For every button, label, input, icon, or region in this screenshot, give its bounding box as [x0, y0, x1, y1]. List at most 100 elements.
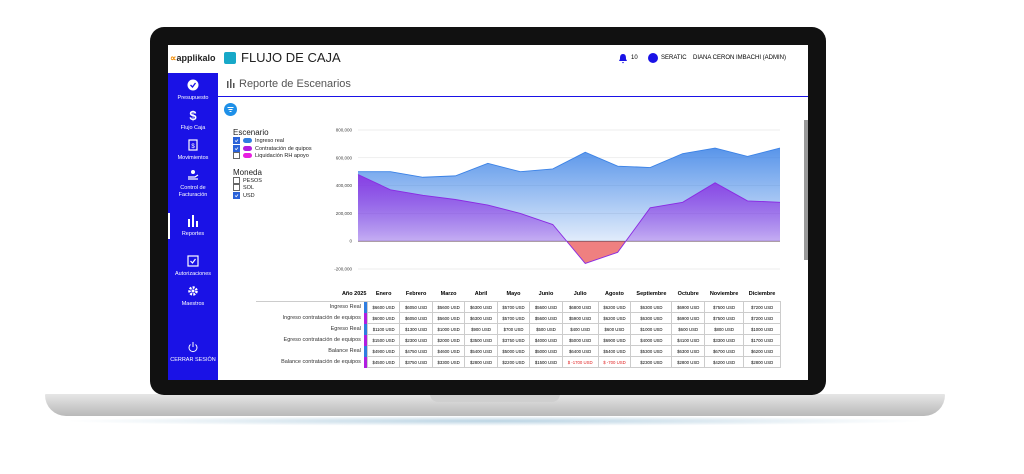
checkbox[interactable] [233, 191, 240, 199]
table-row: Ingreso contratación de equipos $6000 USD… [256, 312, 781, 324]
cell: $700 USD [496, 323, 531, 335]
table-row: Balance contratación de equipos $4500 USD… [256, 356, 781, 368]
logo: ∝applikalo [170, 53, 215, 64]
table-row: Egreso contratación de equipos $1500 USD $… [256, 334, 781, 346]
filter-option[interactable]: Contratación de quipos [233, 144, 312, 153]
sidebar-item[interactable]: Maestros [168, 285, 218, 308]
data-table: Año 2025 Enero Febrero Marzo Abril Mayo Junio J… [256, 287, 781, 368]
table-row: Balance Real $4900 USD $4750 USD $4600 USD $… [256, 345, 781, 357]
area [358, 174, 780, 242]
filter-option[interactable]: PESOS [233, 176, 312, 185]
cell: $5300 USD [630, 345, 673, 357]
sidebar-icon [188, 170, 199, 180]
laptop-base [45, 394, 945, 416]
cell: $5900 USD [561, 312, 599, 324]
active-indicator [168, 213, 170, 239]
series-line [358, 147, 781, 178]
sidebar-icon [188, 286, 198, 296]
row-color [363, 334, 368, 346]
row-color [363, 323, 368, 335]
sidebar-item[interactable]: $ Flujo Caja [168, 109, 218, 132]
cell: $6300 USD [671, 345, 705, 357]
cell: $ -1700 USD [561, 356, 599, 368]
filters: Escenario Ingreso real Contratación de qui… [233, 128, 312, 199]
logout[interactable]: CERRAR SESIÓN [168, 341, 218, 363]
filter-title: Escenario [233, 128, 269, 137]
cell: $4900 USD [366, 345, 401, 357]
sidebar-label: Maestros [181, 301, 205, 307]
sidebar-label: Control de Facturación [178, 185, 208, 198]
sidebar-item[interactable]: Presupuesto [168, 79, 218, 102]
checkmark [234, 193, 239, 197]
checkbox[interactable] [233, 137, 240, 144]
checkbox[interactable] [233, 184, 240, 191]
table-row: Egreso Real $1100 USD $1300 USD $1000 USD $9… [256, 323, 781, 335]
logo-text: applikalo [176, 53, 216, 63]
cell: $6400 USD [561, 345, 599, 357]
column-header: Noviembre [704, 287, 744, 302]
cell: $6300 USD [630, 312, 673, 324]
scrollbar[interactable] [804, 120, 808, 260]
cell: $6300 USD [630, 301, 673, 313]
column-header: Agosto [598, 287, 631, 302]
cell: $6050 USD [399, 301, 433, 313]
y-tick-label: 600,000 [336, 155, 353, 160]
series-swatch [243, 138, 252, 143]
filter-title: Moneda [233, 167, 262, 177]
company[interactable]: SERATIC [661, 55, 687, 61]
bell-icon[interactable] [618, 53, 628, 64]
sidebar-label: Autorizaciones [174, 271, 212, 277]
sidebar-item[interactable]: $ Movimientos [168, 139, 218, 162]
filter-button[interactable] [224, 103, 237, 116]
sidebar-item[interactable]: Reportes [168, 213, 218, 239]
row-label: Balance Real [328, 348, 361, 354]
column-header: Octubre [671, 287, 705, 302]
filter-option[interactable]: Ingreso real [233, 137, 312, 145]
cell: $5000 USD [496, 345, 531, 357]
title-rule [218, 96, 808, 97]
filter-option[interactable]: Liquidación RH apoyo [233, 152, 312, 160]
filter-option[interactable]: USD [233, 191, 312, 200]
notification-count: 10 [631, 55, 638, 61]
sidebar-label: Movimientos [177, 155, 209, 161]
row-label: Ingreso contratación de equipos [282, 315, 361, 321]
cell: $3750 USD [399, 356, 433, 368]
app-icon [224, 52, 236, 64]
cell: $1700 USD [743, 334, 781, 346]
user-menu[interactable]: DIANA CERON IMBACHI (ADMIN) [693, 55, 787, 61]
sidebar-item[interactable]: Autorizaciones [168, 255, 218, 278]
sidebar-icon [187, 255, 199, 267]
column-header: Abril [464, 287, 498, 302]
cell: $4750 USD [399, 345, 433, 357]
y-tick-label: 200,000 [336, 211, 353, 216]
cell: $1000 USD [630, 323, 673, 335]
checkbox[interactable] [233, 152, 240, 159]
column-header: Febrero [399, 287, 433, 302]
sidebar-item[interactable]: Control de Facturación [168, 169, 218, 198]
filter-option[interactable]: SOL [233, 184, 312, 192]
checkbox[interactable] [233, 144, 240, 152]
cell: $4200 USD [703, 356, 745, 368]
row-color [363, 312, 368, 324]
cell: $4500 USD [366, 356, 401, 368]
cell: $400 USD [561, 323, 599, 335]
cell: $6700 USD [703, 345, 745, 357]
row-label: Egreso Real [330, 326, 361, 332]
cell: $7200 USD [743, 301, 781, 313]
cell: $2300 USD [399, 334, 433, 346]
row-color [363, 301, 368, 313]
column-header: Diciembre [743, 287, 781, 302]
sidebar-label: Reportes [181, 231, 205, 237]
sidebar-label: Flujo Caja [180, 125, 206, 131]
cell: $2000 USD [431, 334, 466, 346]
cell: $1500 USD [366, 334, 401, 346]
checkbox[interactable] [233, 176, 240, 184]
cell: $3500 USD [464, 334, 498, 346]
cell: $6200 USD [597, 301, 632, 313]
logo-mark: ∝ [170, 53, 177, 63]
app-title: FLUJO DE CAJA [241, 50, 341, 65]
option-label: Contratación de quipos [255, 145, 312, 152]
cell: $7500 USD [703, 301, 745, 313]
cell: $900 USD [464, 323, 498, 335]
